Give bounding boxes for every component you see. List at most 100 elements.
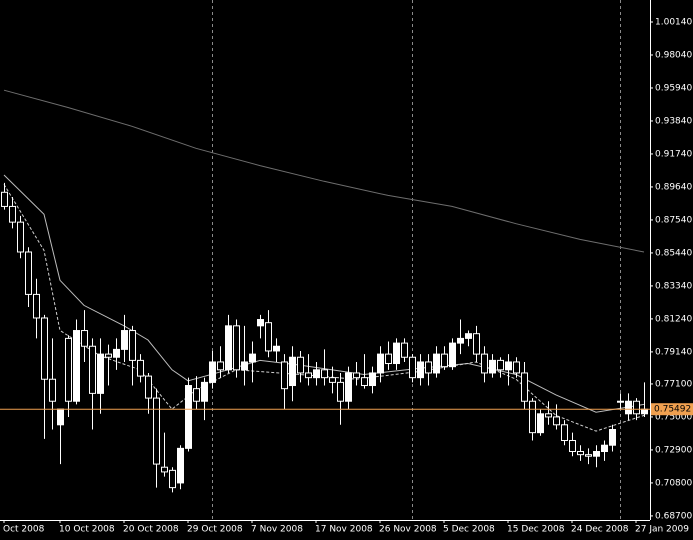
candle-body	[545, 413, 552, 418]
candle-body	[249, 353, 256, 363]
candle-body	[305, 372, 312, 379]
y-tick-label: 0.93840	[655, 116, 692, 126]
y-tick-label: 0.72900	[655, 445, 692, 455]
candle-body	[513, 361, 520, 374]
candle-body	[465, 333, 472, 339]
candle-body	[177, 447, 184, 484]
candle-body	[145, 375, 152, 399]
candle-body	[529, 400, 536, 434]
moving-average	[3, 89, 645, 253]
candle-body	[481, 353, 488, 374]
candle-body	[409, 356, 416, 379]
candle-body	[297, 356, 304, 374]
candle-body	[353, 372, 360, 379]
candle-body	[489, 359, 496, 374]
candle-body	[609, 429, 616, 446]
candle-body	[417, 361, 424, 379]
candle-body	[625, 400, 632, 415]
candle-body	[49, 378, 56, 402]
candle-body	[577, 451, 584, 456]
candle-body	[265, 322, 272, 352]
candle-body	[217, 361, 224, 371]
candle-body	[193, 388, 200, 402]
candle-body	[169, 469, 176, 489]
candle-body	[257, 319, 264, 327]
candle-body	[17, 221, 24, 253]
y-tick-label: 0.98040	[655, 50, 692, 60]
current-price-label: 0.75492	[654, 405, 691, 415]
candle-body	[601, 444, 608, 453]
candle-body	[521, 372, 528, 402]
x-tick-label: 27 Jan 2009	[635, 525, 689, 535]
candle-body	[65, 337, 72, 402]
candle-body	[225, 325, 232, 371]
candle-body	[369, 372, 376, 387]
candle-body	[537, 413, 544, 434]
candle-body	[593, 451, 600, 457]
y-tick-label: 0.81240	[655, 314, 692, 324]
candle-body	[393, 342, 400, 365]
x-tick-label: 29 Oct 2008	[187, 525, 243, 535]
candle-body	[81, 330, 88, 347]
x-tick-label: 24 Dec 2008	[571, 525, 629, 535]
candle-body	[617, 400, 624, 403]
candle-body	[441, 353, 448, 368]
candle-body	[361, 377, 368, 387]
candle-body	[105, 353, 112, 358]
candle-body	[1, 191, 8, 207]
y-tick-label: 0.70800	[655, 478, 692, 488]
x-tick-label: 5 Dec 2008	[443, 525, 495, 535]
x-tick-label: 26 Nov 2008	[379, 525, 437, 535]
candle-body	[433, 353, 440, 374]
candle-body	[233, 325, 240, 371]
candle-body	[289, 356, 296, 387]
candle-body	[313, 369, 320, 379]
candle-body	[129, 330, 136, 361]
x-tick-label: 20 Oct 2008	[123, 525, 179, 535]
candle-body	[321, 369, 328, 379]
candle-body	[641, 408, 648, 415]
candle-body	[473, 333, 480, 355]
candle-body	[401, 342, 408, 358]
candle-body	[73, 330, 80, 402]
candle-body	[89, 345, 96, 394]
y-tick-label: 0.91740	[655, 149, 692, 159]
y-tick-label: 0.95940	[655, 83, 692, 93]
y-tick-label: 0.85440	[655, 248, 692, 258]
x-tick-label: 15 Dec 2008	[507, 525, 565, 535]
candle-body	[33, 293, 40, 319]
candle-body	[385, 353, 392, 365]
y-tick-label: 0.87540	[655, 215, 692, 225]
candle-body	[153, 397, 160, 465]
x-tick-label: 17 Nov 2008	[315, 525, 373, 535]
candle-body	[201, 381, 208, 402]
candle-body	[505, 361, 512, 371]
candle-body	[377, 353, 384, 374]
y-tick-label: 0.83340	[655, 281, 692, 291]
x-tick-label: Oct 2008	[3, 525, 45, 535]
candle-body	[185, 385, 192, 449]
candle-body	[337, 381, 344, 402]
candle-body	[137, 359, 144, 377]
candle-body	[633, 400, 640, 415]
candle-body	[449, 342, 456, 368]
x-tick-label: 10 Oct 2008	[59, 525, 115, 535]
y-tick-label: 0.75000	[655, 412, 692, 422]
current-price-box	[651, 403, 693, 416]
candle-body	[457, 337, 464, 344]
candle-body	[569, 440, 576, 453]
candle-body	[497, 359, 504, 371]
y-tick-label: 0.79140	[655, 347, 692, 357]
candle-body	[209, 361, 216, 383]
candle-body	[25, 251, 32, 295]
candle-body	[553, 416, 560, 426]
candle-body	[113, 348, 120, 358]
candle-body	[345, 372, 352, 402]
candle-body	[273, 345, 280, 352]
candle-body	[161, 466, 168, 473]
candle-body	[57, 408, 64, 426]
candle-body	[241, 361, 248, 371]
candle-body	[97, 353, 104, 394]
candle-body	[585, 454, 592, 457]
candle-body	[425, 361, 432, 374]
